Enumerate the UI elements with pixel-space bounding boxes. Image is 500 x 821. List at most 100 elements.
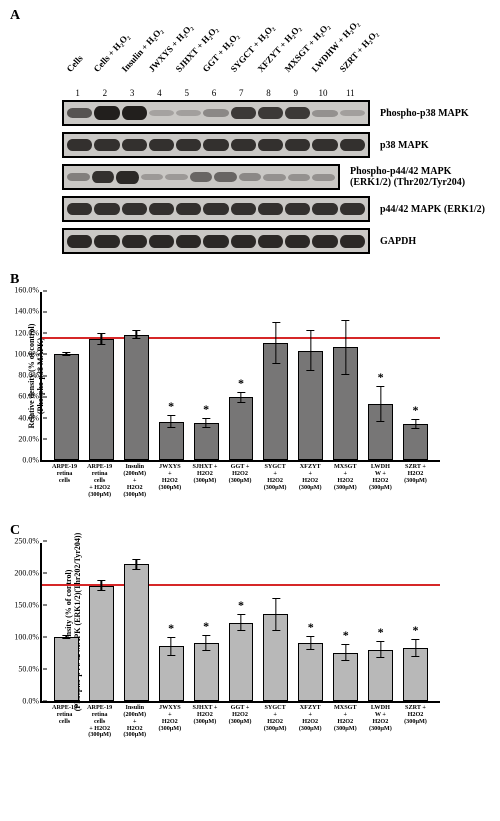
blot-row: GAPDH <box>40 228 490 254</box>
significance-star: * <box>168 621 174 636</box>
error-bar <box>101 580 102 590</box>
band <box>231 203 256 216</box>
band <box>285 203 310 216</box>
band <box>285 139 310 152</box>
band <box>312 203 337 216</box>
y-tick: 0.0% <box>22 456 42 465</box>
band <box>285 235 310 248</box>
band <box>176 203 201 216</box>
significance-star: * <box>413 623 419 638</box>
band <box>149 203 174 216</box>
bar-column: * <box>333 653 358 701</box>
bar <box>89 586 114 701</box>
band <box>203 235 228 248</box>
lane-number: 6 <box>200 88 227 98</box>
band <box>116 171 139 184</box>
y-tick: 80.0% <box>18 371 42 380</box>
band <box>340 139 365 152</box>
band <box>288 174 311 181</box>
error-bar <box>205 635 206 652</box>
band <box>214 172 237 182</box>
bar-column: * <box>159 646 184 700</box>
x-label: ARPE-19retina cells+ H2O2(300μM) <box>87 464 112 499</box>
band <box>340 203 365 216</box>
error-bar <box>240 614 241 631</box>
error-bar <box>415 639 416 657</box>
bar-column <box>124 335 149 460</box>
bar-column <box>54 354 79 460</box>
band <box>92 171 115 184</box>
y-tick: 160.0% <box>14 286 42 295</box>
band <box>285 107 310 119</box>
error-bar <box>380 386 381 422</box>
band <box>203 203 228 216</box>
lane-number: 7 <box>228 88 255 98</box>
chart-b: Relative density (% of control)(Phospho-… <box>40 292 490 499</box>
band <box>176 110 201 116</box>
blot-rows: Phospho-p38 MAPKp38 MAPKPhospho-p44/42 M… <box>40 100 490 254</box>
band <box>231 235 256 248</box>
bar-column <box>89 339 114 460</box>
bar-column: * <box>229 397 254 460</box>
error-bar <box>345 320 346 375</box>
lane-number: 9 <box>282 88 309 98</box>
x-label: SJHXT +H2O2(300μM) <box>192 705 217 740</box>
y-tick: 0.0% <box>22 696 42 705</box>
blot-label: Phospho-p44/42 MAPK (ERK1/2) (Thr202/Tyr… <box>350 166 490 188</box>
bar-column <box>89 586 114 701</box>
chart-c-bars: ******* <box>42 543 440 701</box>
band <box>122 235 147 248</box>
x-label: GGT +H2O2(300μM) <box>227 464 252 499</box>
significance-star: * <box>238 376 244 391</box>
bar <box>124 564 149 700</box>
error-bar <box>171 637 172 656</box>
bar <box>54 354 79 460</box>
band <box>122 106 147 120</box>
error-bar <box>310 636 311 650</box>
x-label: XFZYT +H2O2(300μM) <box>298 464 323 499</box>
bar-column <box>263 614 288 700</box>
bar <box>298 643 323 701</box>
x-label: ARPE-19retina cells+ H2O2(300μM) <box>87 705 112 740</box>
bar <box>194 423 219 460</box>
significance-star: * <box>203 619 209 634</box>
error-bar <box>66 635 67 639</box>
lane-header: Cells <box>65 53 85 74</box>
bar <box>229 623 254 701</box>
x-label: SZRT +H2O2(300μM) <box>403 705 428 740</box>
blot-label: p38 MAPK <box>380 140 429 151</box>
blot-strip <box>62 100 370 126</box>
band <box>122 203 147 216</box>
band <box>312 110 337 117</box>
chart-c: Relative density (% of control)(Phospho-… <box>40 543 490 740</box>
bar-column: * <box>229 623 254 701</box>
blot-strip <box>62 164 340 190</box>
bar <box>229 397 254 460</box>
band <box>176 235 201 248</box>
band <box>176 139 201 152</box>
y-tick: 120.0% <box>14 328 42 337</box>
panel-a-label: A <box>10 8 490 24</box>
y-tick: 40.0% <box>18 413 42 422</box>
x-label: XFZYT +H2O2(300μM) <box>298 705 323 740</box>
error-bar <box>66 352 67 356</box>
panel-b-label: B <box>10 272 490 288</box>
band <box>94 106 119 120</box>
band <box>149 235 174 248</box>
band <box>67 203 92 216</box>
lane-number: 3 <box>119 88 146 98</box>
significance-star: * <box>168 399 174 414</box>
bar-column: * <box>298 643 323 701</box>
bar-column <box>298 351 323 460</box>
bar-column <box>54 637 79 701</box>
error-bar <box>101 333 102 346</box>
band <box>203 109 228 117</box>
error-bar <box>345 644 346 661</box>
band <box>312 139 337 152</box>
band <box>149 139 174 152</box>
y-tick: 50.0% <box>18 664 42 673</box>
band <box>141 174 164 181</box>
significance-star: * <box>413 403 419 418</box>
y-tick: 60.0% <box>18 392 42 401</box>
band <box>258 139 283 152</box>
